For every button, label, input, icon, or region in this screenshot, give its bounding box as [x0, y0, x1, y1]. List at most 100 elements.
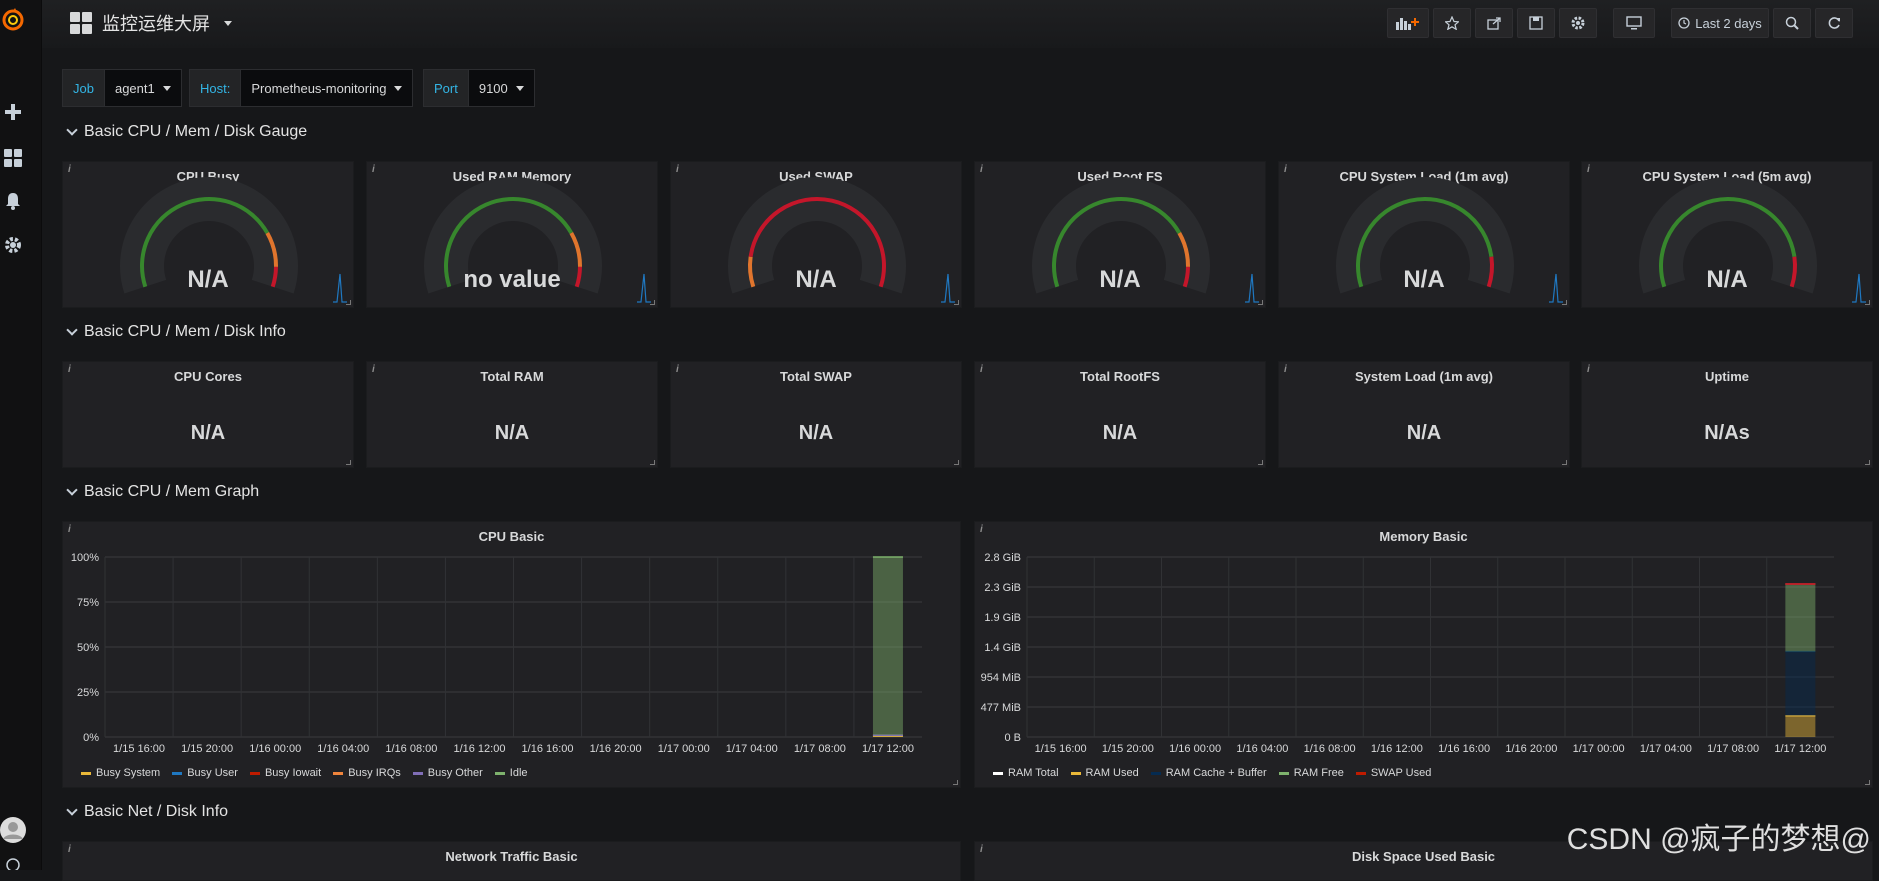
legend-item[interactable]: RAM Total	[993, 767, 1059, 779]
variable-host: Host: Prometheus-monitoring	[189, 69, 413, 107]
resize-handle[interactable]	[1562, 300, 1567, 305]
panel-title[interactable]: CPU Cores	[63, 369, 353, 384]
gauge-panel: i CPU System Load (1m avg) N/A	[1278, 161, 1570, 308]
panel-title[interactable]: System Load (1m avg)	[1279, 369, 1569, 384]
resize-handle[interactable]	[954, 460, 959, 465]
series-area-ram-cache-buffer	[1785, 652, 1815, 716]
y-tick-label: 954 MiB	[981, 672, 1021, 684]
zoom-out-button[interactable]	[1773, 8, 1811, 38]
x-tick-label: 1/16 00:00	[249, 743, 301, 755]
time-range-picker[interactable]: Last 2 days	[1671, 8, 1769, 38]
series-area-ram-used	[1785, 716, 1815, 737]
refresh-button[interactable]	[1815, 8, 1853, 38]
gauge-panel: i Used RAM Memory no value	[366, 161, 658, 308]
plus-icon[interactable]	[0, 100, 26, 124]
bell-icon[interactable]	[0, 189, 26, 213]
row-net-header[interactable]: Basic Net / Disk Info	[68, 803, 228, 821]
share-button[interactable]	[1475, 8, 1513, 38]
resize-handle[interactable]	[1865, 460, 1870, 465]
legend-item[interactable]: Busy User	[172, 767, 238, 779]
legend-item[interactable]: Busy Other	[413, 767, 483, 779]
variable-port: Port 9100	[423, 69, 535, 107]
gauge-value: N/A	[63, 266, 353, 294]
panel-title[interactable]: Total RAM	[367, 369, 657, 384]
row-gauge-header[interactable]: Basic CPU / Mem / Disk Gauge	[68, 123, 307, 141]
panel-title[interactable]: Total SWAP	[671, 369, 961, 384]
legend-swatch	[81, 772, 91, 775]
panel-title[interactable]: Uptime	[1582, 369, 1872, 384]
star-icon	[1445, 16, 1459, 30]
legend-swatch	[1356, 772, 1366, 775]
help-icon[interactable]	[0, 858, 26, 870]
navbar: 监控运维大屏 Last 2 days	[42, 0, 1879, 48]
legend-item[interactable]: Busy System	[81, 767, 160, 779]
panel-title[interactable]: Network Traffic Basic	[63, 849, 960, 864]
share-icon	[1487, 16, 1501, 30]
resize-handle[interactable]	[650, 460, 655, 465]
y-tick-label: 75%	[77, 597, 99, 609]
resize-handle[interactable]	[953, 780, 958, 785]
legend-label: Busy User	[187, 767, 238, 779]
variable-job-select[interactable]: agent1	[105, 69, 182, 107]
resize-handle[interactable]	[954, 300, 959, 305]
legend-item[interactable]: SWAP Used	[1356, 767, 1432, 779]
resize-handle[interactable]	[1258, 300, 1263, 305]
add-panel-button[interactable]	[1387, 8, 1429, 38]
panel-title[interactable]: CPU Basic	[63, 529, 960, 544]
legend-swatch	[1279, 772, 1289, 775]
resize-handle[interactable]	[650, 300, 655, 305]
y-tick-label: 100%	[71, 552, 99, 564]
legend-label: RAM Total	[1008, 767, 1059, 779]
chevron-down-icon	[224, 21, 232, 26]
gauge-panel: i Used SWAP N/A	[670, 161, 962, 308]
legend-item[interactable]: Busy Iowait	[250, 767, 321, 779]
variable-host-select[interactable]: Prometheus-monitoring	[241, 69, 413, 107]
chevron-down-icon	[66, 324, 77, 335]
legend-item[interactable]: RAM Used	[1071, 767, 1139, 779]
panel-title[interactable]: Memory Basic	[975, 529, 1872, 544]
legend-item[interactable]: RAM Cache + Buffer	[1151, 767, 1267, 779]
grafana-logo-icon[interactable]	[0, 4, 26, 36]
tv-mode-button[interactable]	[1613, 8, 1655, 38]
row-title: Basic CPU / Mem Graph	[84, 483, 259, 501]
save-icon	[1529, 16, 1543, 30]
row-info-header[interactable]: Basic CPU / Mem / Disk Info	[68, 323, 286, 341]
gauge-value: no value	[367, 266, 657, 294]
resize-handle[interactable]	[1258, 460, 1263, 465]
resize-handle[interactable]	[1562, 460, 1567, 465]
y-tick-label: 2.8 GiB	[984, 552, 1021, 564]
cpu-basic-legend: Busy System Busy User Busy Iowait Busy IRQs…	[81, 767, 528, 779]
legend-swatch	[250, 772, 260, 775]
resize-handle[interactable]	[346, 300, 351, 305]
settings-button[interactable]	[1559, 8, 1597, 38]
y-tick-label: 1.4 GiB	[984, 642, 1021, 654]
panel-title[interactable]: Total RootFS	[975, 369, 1265, 384]
search-icon	[1785, 16, 1799, 30]
variable-port-select[interactable]: 9100	[469, 69, 535, 107]
resize-handle[interactable]	[1865, 780, 1870, 785]
legend-item[interactable]: RAM Free	[1279, 767, 1344, 779]
save-button[interactable]	[1517, 8, 1555, 38]
x-tick-label: 1/16 00:00	[1169, 743, 1221, 755]
row-graph-header[interactable]: Basic CPU / Mem Graph	[68, 483, 259, 501]
x-tick-label: 1/15 16:00	[1035, 743, 1087, 755]
y-tick-label: 50%	[77, 642, 99, 654]
x-tick-label: 1/17 12:00	[1774, 743, 1826, 755]
time-range-label: Last 2 days	[1695, 16, 1762, 31]
gear-icon[interactable]	[0, 233, 26, 257]
legend-swatch	[495, 772, 505, 775]
chevron-down-icon	[66, 484, 77, 495]
resize-handle[interactable]	[1865, 300, 1870, 305]
refresh-icon	[1827, 16, 1841, 30]
legend-item[interactable]: Busy IRQs	[333, 767, 401, 779]
star-button[interactable]	[1433, 8, 1471, 38]
avatar[interactable]	[0, 815, 26, 845]
legend-item[interactable]: Idle	[495, 767, 528, 779]
x-tick-label: 1/17 08:00	[794, 743, 846, 755]
dashboards-icon[interactable]	[0, 146, 26, 170]
resize-handle[interactable]	[346, 460, 351, 465]
dashboard-title-picker[interactable]: 监控运维大屏	[70, 10, 232, 36]
add-panel-icon	[1396, 16, 1420, 30]
stat-panel: i Total SWAP N/A	[670, 361, 962, 468]
x-tick-label: 1/16 12:00	[1371, 743, 1423, 755]
